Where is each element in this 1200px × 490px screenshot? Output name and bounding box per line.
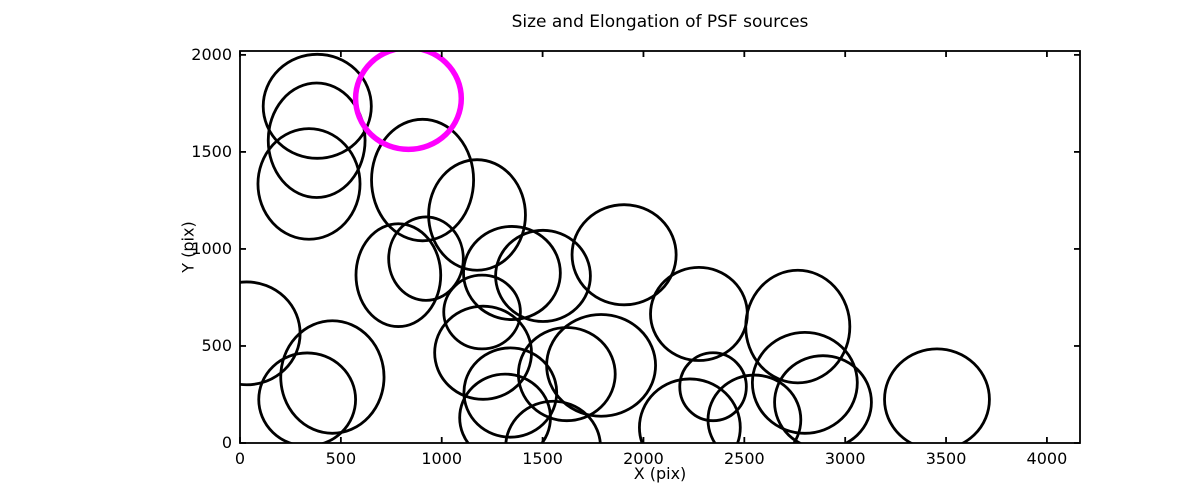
x-tick-label: 2000	[623, 449, 664, 468]
psf-source-ellipse	[257, 351, 357, 443]
x-tick-label: 500	[326, 449, 357, 468]
y-tick-label: 1500	[191, 142, 232, 161]
psf-source-ellipse	[427, 158, 527, 272]
y-tick-label: 2000	[191, 45, 232, 64]
y-tick-label: 500	[201, 336, 232, 355]
axes-ticks	[239, 51, 1080, 444]
psf-source-ellipse	[883, 347, 991, 443]
psf-source-ellipse	[678, 351, 748, 423]
psf-source-ellipse	[458, 372, 552, 443]
x-axis-label: X (pix)	[633, 464, 687, 483]
psf-source-ellipse	[570, 203, 678, 307]
axes-spines	[239, 50, 1081, 444]
psf-source-ellipse	[504, 399, 602, 443]
psf-source-ellipse	[638, 377, 742, 443]
y-tick-label: 0	[222, 433, 232, 452]
psf-source-ellipse	[462, 346, 559, 439]
psf-source-ellipse	[433, 304, 533, 401]
psf-source-ellipse	[442, 273, 522, 351]
chart-title: Size and Elongation of PSF sources	[511, 12, 809, 32]
x-tick-label: 2500	[724, 449, 765, 468]
psf-source-ellipse	[649, 265, 749, 362]
x-tick-label: 3000	[825, 449, 866, 468]
x-tick-label: 1500	[522, 449, 563, 468]
psf-source-ellipse	[354, 222, 443, 328]
psf-source-ellipse	[545, 313, 657, 418]
psf-source-ellipse	[256, 127, 362, 241]
psf-source-ellipse	[261, 52, 373, 160]
x-tick-label: 1000	[421, 449, 462, 468]
psf-source-ellipse	[240, 280, 302, 387]
x-tick-label: 4000	[1027, 449, 1068, 468]
psf-source-ellipse	[516, 326, 617, 423]
psf-source-ellipse	[744, 268, 852, 385]
psf-source-ellipse	[370, 117, 476, 243]
psf-source-ellipse	[773, 354, 873, 443]
x-tick-label: 3500	[926, 449, 967, 468]
x-tick-label: 0	[235, 449, 245, 468]
psf-source-ellipse	[706, 373, 803, 443]
psf-sources-group	[240, 51, 991, 443]
y-tick-label: 1000	[191, 239, 232, 258]
psf-source-ellipse	[279, 319, 386, 435]
psf-source-ellipse	[266, 81, 367, 199]
highlighted-source-ellipse	[352, 51, 465, 153]
psf-source-ellipse	[462, 225, 562, 321]
psf-source-ellipse	[750, 330, 859, 435]
plot-border	[239, 50, 1081, 444]
psf-source-ellipse	[387, 215, 465, 302]
axes-tick-labels: 0 500 1000 1500 2000 2500 3000 3500 4000 0 500 1000…	[191, 45, 1067, 468]
